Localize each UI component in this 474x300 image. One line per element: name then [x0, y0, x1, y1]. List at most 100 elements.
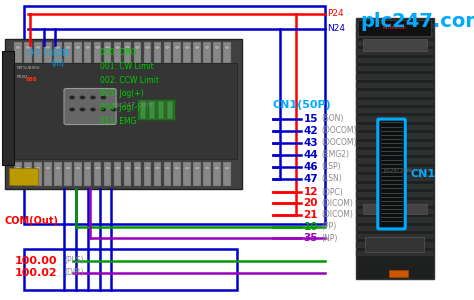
Bar [34, 42, 42, 63]
Bar [158, 100, 164, 118]
Circle shape [45, 46, 51, 49]
Text: FX3U: FX3U [17, 75, 27, 79]
Bar [356, 18, 434, 279]
Bar [356, 142, 433, 147]
Bar [356, 100, 433, 105]
Circle shape [95, 46, 100, 49]
Bar [24, 6, 325, 224]
Circle shape [55, 166, 61, 170]
Bar [2, 51, 14, 165]
Text: plc247.com: plc247.com [384, 169, 412, 173]
Circle shape [25, 46, 31, 49]
Bar [140, 100, 146, 118]
Text: CN1(50P): CN1(50P) [273, 100, 331, 110]
Circle shape [174, 46, 180, 49]
Circle shape [214, 166, 220, 170]
Text: 47: 47 [303, 173, 318, 184]
Circle shape [35, 166, 41, 170]
Text: 21: 21 [303, 210, 318, 220]
Text: P24: P24 [327, 9, 344, 18]
Bar [74, 162, 82, 186]
Bar [356, 184, 433, 189]
Bar [193, 162, 201, 186]
Bar [14, 162, 22, 186]
Text: 46: 46 [303, 161, 318, 172]
Bar [167, 100, 173, 118]
Bar [356, 125, 433, 130]
Bar [114, 162, 121, 186]
Bar [84, 42, 91, 63]
Bar [9, 168, 38, 184]
Bar [356, 91, 433, 97]
Text: COM(Out): COM(Out) [5, 215, 59, 226]
Text: (DOCOM): (DOCOM) [321, 138, 356, 147]
Text: 15: 15 [303, 113, 318, 124]
Bar [154, 162, 161, 186]
Bar [74, 42, 82, 63]
Text: (LSN): (LSN) [321, 174, 342, 183]
Bar [5, 39, 242, 189]
Circle shape [100, 108, 106, 111]
Bar [104, 42, 111, 63]
Circle shape [194, 46, 200, 49]
Circle shape [135, 166, 140, 170]
Text: plc247.com: plc247.com [360, 12, 474, 31]
Text: (DICOM): (DICOM) [321, 199, 353, 208]
Circle shape [164, 166, 170, 170]
Text: COM
(In): COM (In) [51, 49, 69, 68]
Circle shape [85, 46, 91, 49]
Circle shape [184, 46, 190, 49]
Text: 003: Jog(+): 003: Jog(+) [100, 89, 143, 98]
Circle shape [80, 108, 85, 111]
Circle shape [125, 166, 130, 170]
Bar [223, 162, 231, 186]
Text: (DICOM): (DICOM) [321, 210, 353, 219]
Circle shape [65, 166, 71, 170]
Text: 35: 35 [303, 233, 318, 243]
Text: (NP): (NP) [321, 234, 337, 243]
Circle shape [105, 166, 110, 170]
Circle shape [224, 166, 230, 170]
Text: 011: EMG: 011: EMG [100, 117, 136, 126]
Bar [356, 66, 433, 71]
Circle shape [75, 166, 81, 170]
Circle shape [224, 46, 230, 49]
Circle shape [164, 46, 170, 49]
Bar [193, 42, 201, 63]
Circle shape [135, 46, 140, 49]
Bar [358, 20, 431, 36]
Bar [54, 162, 62, 186]
Text: MITSUBISHI: MITSUBISHI [17, 66, 40, 70]
Bar [356, 74, 433, 80]
Bar [24, 42, 32, 63]
Circle shape [80, 96, 85, 99]
Bar [24, 162, 32, 186]
Bar [213, 42, 221, 63]
Bar [64, 162, 72, 186]
Bar [14, 42, 22, 63]
Bar [44, 162, 52, 186]
Bar [164, 42, 171, 63]
Bar [356, 167, 433, 172]
Bar [356, 32, 433, 38]
Circle shape [184, 166, 190, 170]
Text: 44: 44 [303, 149, 318, 160]
Text: 20: 20 [303, 198, 318, 208]
Bar [64, 42, 72, 63]
Bar [356, 200, 433, 206]
Text: 002: CCW Limit: 002: CCW Limit [100, 76, 158, 85]
Bar [356, 41, 433, 46]
Bar [24, 249, 237, 290]
FancyBboxPatch shape [64, 88, 116, 124]
Bar [124, 42, 131, 63]
Bar [84, 162, 91, 186]
Bar [173, 42, 181, 63]
Circle shape [204, 46, 210, 49]
Bar [356, 251, 433, 256]
Circle shape [145, 166, 150, 170]
Text: 001: CW Limit: 001: CW Limit [100, 62, 153, 71]
Circle shape [214, 46, 220, 49]
Bar [356, 108, 433, 113]
Text: 888: 888 [26, 77, 37, 82]
Text: 000: ORG: 000: ORG [100, 48, 136, 57]
